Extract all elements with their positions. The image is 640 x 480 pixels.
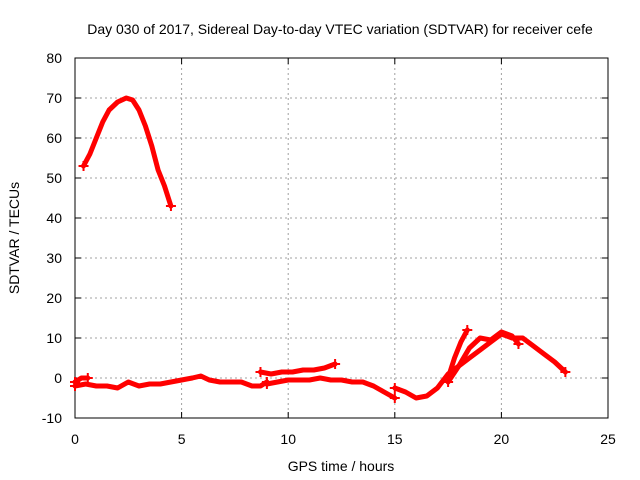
series-endpoint-marker xyxy=(330,359,341,369)
series-arc-3 xyxy=(70,373,93,387)
y-tick-label: 0 xyxy=(54,370,62,386)
series-line xyxy=(445,329,521,385)
y-tick-label: 10 xyxy=(46,330,62,346)
y-tick-label: 20 xyxy=(46,290,62,306)
series-arc-4 xyxy=(255,359,341,377)
x-tick-label: 20 xyxy=(494,431,510,447)
series-endpoint-marker xyxy=(389,393,400,403)
series-arc-1 xyxy=(78,95,176,211)
y-tick-label: 50 xyxy=(46,170,62,186)
x-tick-label: 25 xyxy=(600,431,616,447)
series-arc-6 xyxy=(389,331,571,401)
series-arc-8 xyxy=(443,329,524,387)
x-tick-label: 10 xyxy=(280,431,296,447)
series-endpoint-marker xyxy=(560,367,571,377)
series-endpoint-marker xyxy=(462,325,473,335)
x-tick-label: 0 xyxy=(71,431,79,447)
chart-title: Day 030 of 2017, Sidereal Day-to-day VTE… xyxy=(87,21,593,37)
grid-lines xyxy=(75,58,608,418)
series-endpoint-marker xyxy=(78,161,89,171)
x-axis-label: GPS time / hours xyxy=(288,458,395,474)
y-tick-label: 60 xyxy=(46,130,62,146)
y-tick-label: 70 xyxy=(46,90,62,106)
data-series xyxy=(70,95,571,403)
series-endpoint-marker xyxy=(82,373,93,383)
series-line xyxy=(81,95,174,209)
series-line xyxy=(72,373,270,391)
series-line xyxy=(264,375,398,401)
axis-ticks: 0 5 10 15 20 25 -10 0 10 20 30 40 50 60 70 80 xyxy=(42,50,616,447)
series-endpoint-marker xyxy=(70,377,80,387)
y-tick-label: 40 xyxy=(46,210,62,226)
series-line xyxy=(445,327,470,381)
series-endpoint-marker xyxy=(443,377,454,387)
series-arc-5 xyxy=(261,375,400,403)
series-line xyxy=(258,361,338,377)
series-endpoint-marker xyxy=(513,339,524,349)
series-endpoint-marker xyxy=(261,379,272,389)
series-endpoint-marker xyxy=(165,201,176,211)
series-endpoint-marker xyxy=(255,367,266,377)
y-tick-label: 30 xyxy=(46,250,62,266)
x-tick-label: 5 xyxy=(178,431,186,447)
plot-frame xyxy=(74,57,609,419)
series-endpoint-marker xyxy=(389,383,400,393)
y-tick-label: -10 xyxy=(42,410,62,426)
series-line xyxy=(392,331,568,401)
x-tick-label: 15 xyxy=(387,431,403,447)
y-axis-label: SDTVAR / TECUs xyxy=(6,182,22,294)
y-tick-label: 80 xyxy=(46,50,62,66)
